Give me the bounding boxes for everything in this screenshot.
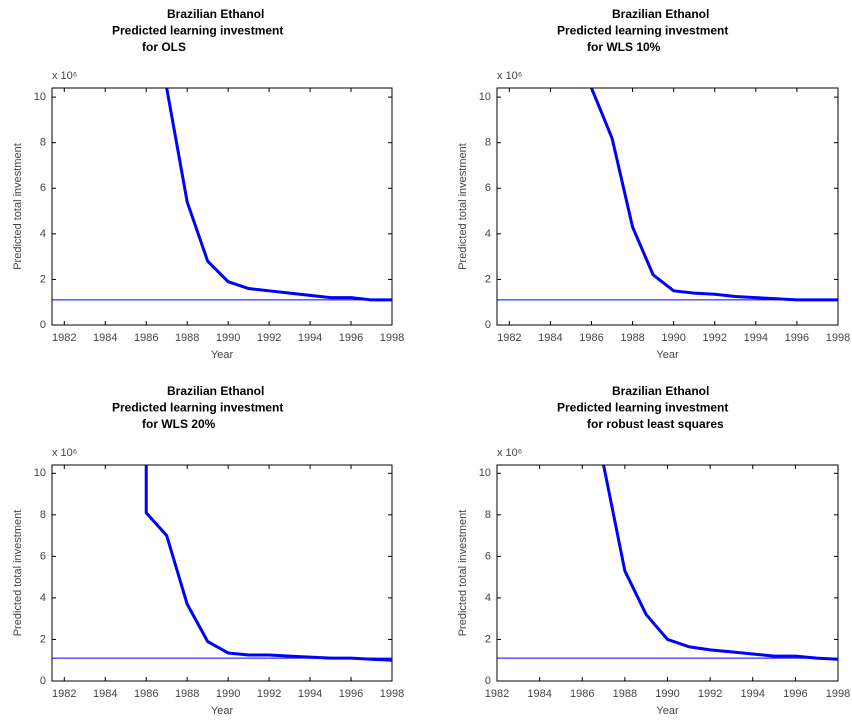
x-tick-label: 1990 bbox=[216, 332, 240, 344]
axes-frame bbox=[51, 464, 393, 682]
x-tick-label: 1984 bbox=[93, 332, 117, 344]
subplot-title: for robust least squares bbox=[587, 417, 724, 431]
x-tick-label: 1986 bbox=[134, 688, 158, 700]
subplot: Brazilian Ethanol Predicted learning inve… bbox=[12, 384, 404, 717]
x-tick-label: 1988 bbox=[175, 332, 199, 344]
x-axis-label: Year bbox=[211, 705, 234, 717]
y-tick-label: 4 bbox=[485, 592, 491, 604]
x-tick-label: 1982 bbox=[497, 332, 521, 344]
subplot-title: Predicted learning investment bbox=[112, 24, 283, 38]
x-tick-label: 1994 bbox=[298, 332, 322, 344]
y-tick-label: 4 bbox=[485, 228, 491, 240]
subplot-title: Predicted learning investment bbox=[557, 24, 728, 38]
y-tick-label: 2 bbox=[40, 273, 46, 285]
x-tick-label: 1992 bbox=[698, 688, 722, 700]
y-axis-label: Predicted total investment bbox=[12, 510, 24, 637]
x-tick-label: 1988 bbox=[613, 688, 637, 700]
x-tick-label: 1982 bbox=[52, 332, 76, 344]
x-tick-label: 1982 bbox=[52, 688, 76, 700]
axes-frame bbox=[496, 464, 839, 682]
data-line bbox=[165, 88, 392, 302]
axes-frame bbox=[51, 87, 393, 326]
subplot-title: Brazilian Ethanol bbox=[167, 384, 264, 398]
x-tick-label: 1998 bbox=[826, 332, 850, 344]
subplot-title: for WLS 10% bbox=[587, 40, 661, 54]
y-tick-label: 8 bbox=[40, 509, 46, 521]
x-tick-label: 1996 bbox=[339, 332, 363, 344]
subplot-title: Brazilian Ethanol bbox=[612, 7, 709, 21]
subplot-title: Brazilian Ethanol bbox=[612, 384, 709, 398]
axes-frame bbox=[496, 87, 839, 326]
x-tick-label: 1992 bbox=[257, 332, 281, 344]
y-axis-label: Predicted total investment bbox=[457, 143, 469, 270]
y-axis-label: Predicted total investment bbox=[457, 510, 469, 637]
subplot-title: for WLS 20% bbox=[142, 417, 216, 431]
x-axis-label: Year bbox=[656, 705, 679, 717]
y-tick-label: 0 bbox=[40, 675, 46, 687]
x-tick-label: 1984 bbox=[527, 688, 551, 700]
x-tick-label: 1984 bbox=[93, 688, 117, 700]
data-line bbox=[602, 465, 838, 661]
x-tick-label: 1990 bbox=[655, 688, 679, 700]
x-tick-label: 1998 bbox=[380, 688, 404, 700]
x-tick-label: 1998 bbox=[826, 688, 850, 700]
y-tick-label: 10 bbox=[34, 467, 46, 479]
y-tick-label: 10 bbox=[479, 467, 491, 479]
subplot-title: Predicted learning investment bbox=[557, 401, 728, 415]
y-tick-label: 2 bbox=[485, 273, 491, 285]
x-tick-label: 1988 bbox=[620, 332, 644, 344]
y-multiplier: x 10⁶ bbox=[52, 70, 77, 82]
x-tick-label: 1986 bbox=[570, 688, 594, 700]
x-tick-label: 1996 bbox=[339, 688, 363, 700]
y-tick-label: 10 bbox=[479, 91, 491, 103]
x-tick-label: 1988 bbox=[175, 688, 199, 700]
subplot: Brazilian Ethanol Predicted learning inve… bbox=[457, 7, 850, 361]
subplot-title: Predicted learning investment bbox=[112, 401, 283, 415]
x-axis-label: Year bbox=[656, 349, 679, 361]
y-tick-label: 6 bbox=[485, 182, 491, 194]
y-tick-label: 6 bbox=[40, 182, 46, 194]
y-tick-label: 0 bbox=[485, 319, 491, 331]
y-tick-label: 2 bbox=[40, 633, 46, 645]
x-tick-label: 1990 bbox=[216, 688, 240, 700]
x-tick-label: 1992 bbox=[703, 332, 727, 344]
y-tick-label: 6 bbox=[40, 550, 46, 562]
x-tick-label: 1992 bbox=[257, 688, 281, 700]
y-axis-label: Predicted total investment bbox=[12, 143, 24, 270]
x-tick-label: 1986 bbox=[579, 332, 603, 344]
y-tick-label: 0 bbox=[485, 675, 491, 687]
x-tick-label: 1996 bbox=[785, 332, 809, 344]
y-tick-label: 8 bbox=[485, 137, 491, 149]
subplot: Brazilian Ethanol Predicted learning inve… bbox=[12, 7, 404, 361]
x-tick-label: 1994 bbox=[298, 688, 322, 700]
x-tick-label: 1982 bbox=[485, 688, 509, 700]
y-tick-label: 2 bbox=[485, 633, 491, 645]
x-tick-label: 1984 bbox=[538, 332, 562, 344]
x-tick-label: 1986 bbox=[134, 332, 158, 344]
y-tick-label: 8 bbox=[485, 509, 491, 521]
x-axis-label: Year bbox=[211, 349, 234, 361]
x-tick-label: 1994 bbox=[744, 332, 768, 344]
y-multiplier: x 10⁶ bbox=[52, 447, 77, 459]
y-tick-label: 0 bbox=[40, 319, 46, 331]
data-line bbox=[590, 88, 838, 302]
data-line bbox=[144, 465, 392, 662]
x-tick-label: 1996 bbox=[783, 688, 807, 700]
y-multiplier: x 10⁶ bbox=[497, 70, 522, 82]
y-tick-label: 8 bbox=[40, 137, 46, 149]
y-multiplier: x 10⁶ bbox=[497, 447, 522, 459]
x-tick-label: 1998 bbox=[380, 332, 404, 344]
subplot-title: for OLS bbox=[142, 40, 186, 54]
subplot: Brazilian Ethanol Predicted learning inve… bbox=[457, 384, 850, 717]
y-tick-label: 10 bbox=[34, 91, 46, 103]
y-tick-label: 4 bbox=[40, 228, 46, 240]
y-tick-label: 4 bbox=[40, 592, 46, 604]
subplot-title: Brazilian Ethanol bbox=[167, 7, 264, 21]
x-tick-label: 1990 bbox=[661, 332, 685, 344]
x-tick-label: 1994 bbox=[741, 688, 765, 700]
y-tick-label: 6 bbox=[485, 550, 491, 562]
